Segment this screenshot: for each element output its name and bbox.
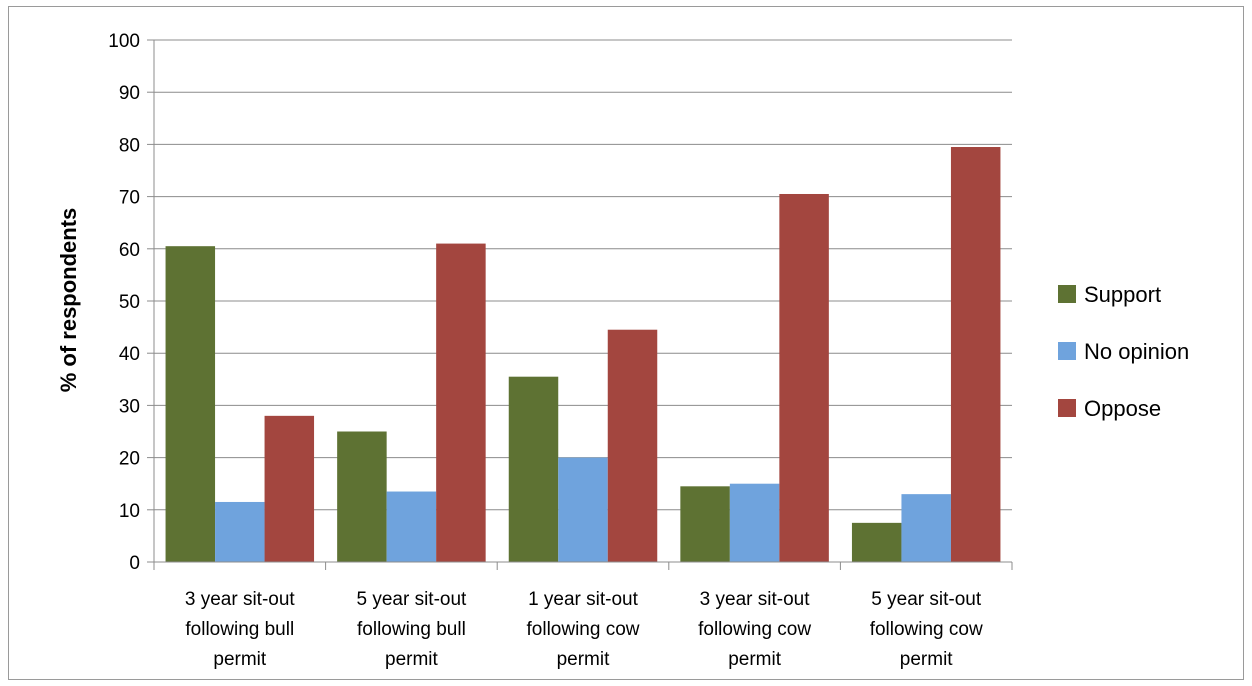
bar-support — [337, 431, 387, 562]
x-category-label: 3 year sit-out — [185, 589, 296, 610]
y-tick-label: 50 — [119, 292, 140, 313]
x-category-label: following cow — [870, 619, 983, 640]
x-category-label: permit — [385, 649, 439, 670]
bar-no-opinion — [558, 457, 608, 562]
bar-support — [851, 522, 902, 562]
y-tick-label: 10 — [119, 501, 140, 522]
bar-oppose — [950, 147, 1001, 562]
y-tick-label: 80 — [119, 135, 140, 156]
x-category-label: permit — [213, 649, 267, 670]
y-axis-title: % of respondents — [56, 208, 81, 393]
x-category-label: 1 year sit-out — [528, 589, 639, 610]
x-category-label: following cow — [698, 619, 811, 640]
y-tick-label: 30 — [119, 396, 140, 417]
x-category-label: permit — [557, 649, 611, 670]
y-tick-label: 60 — [119, 240, 140, 261]
bar-oppose — [607, 329, 658, 562]
x-category-label: following bull — [185, 619, 294, 640]
bar-oppose — [779, 193, 829, 563]
x-category-label: following bull — [357, 619, 466, 640]
bar-no-opinion — [729, 483, 780, 562]
legend-swatch-support — [1058, 285, 1076, 303]
bar-no-opinion — [215, 501, 265, 562]
x-category-label: permit — [900, 649, 954, 670]
bar-no-opinion — [901, 494, 951, 562]
x-category-label: 3 year sit-out — [700, 589, 811, 610]
y-tick-label: 0 — [129, 553, 140, 574]
x-category-labels: 3 year sit-out following bull permit 5 year… — [185, 589, 983, 670]
y-tick-label: 70 — [119, 188, 140, 209]
y-tick-label: 90 — [119, 83, 140, 104]
bar-support — [680, 486, 730, 562]
bar-support — [165, 246, 216, 562]
axes — [147, 39, 1013, 570]
bars — [165, 147, 1001, 563]
bar-oppose — [436, 243, 486, 562]
legend-swatch-no-opinion — [1058, 342, 1076, 360]
legend-label: Support — [1084, 282, 1161, 307]
y-tick-label: 20 — [119, 449, 140, 470]
x-category-label: permit — [728, 649, 782, 670]
legend-swatch-oppose — [1058, 399, 1076, 417]
x-category-label: 5 year sit-out — [356, 589, 467, 610]
x-category-label: 5 year sit-out — [871, 589, 982, 610]
legend-label: Oppose — [1084, 396, 1161, 421]
legend: Support No opinion Oppose — [1058, 282, 1189, 421]
y-tick-label: 40 — [119, 344, 140, 365]
legend-label: No opinion — [1084, 339, 1189, 364]
bar-support — [508, 376, 559, 562]
y-tick-label: 100 — [108, 31, 140, 52]
bar-no-opinion — [386, 491, 437, 562]
x-category-label: following cow — [527, 619, 640, 640]
bar-oppose — [264, 415, 315, 562]
y-tick-labels: 0 10 20 30 40 50 60 70 80 90 100 — [108, 31, 140, 574]
